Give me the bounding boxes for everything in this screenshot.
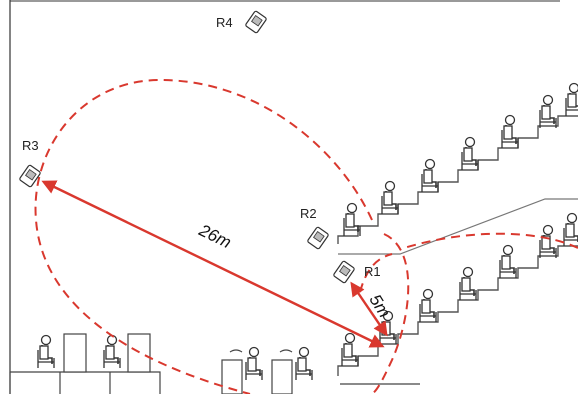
receiver-r3-label: R3 bbox=[22, 138, 39, 153]
receiver-r1-icon bbox=[332, 260, 356, 284]
lower-tier-stairs bbox=[337, 245, 578, 376]
upper-tier-stairs bbox=[337, 115, 578, 244]
receiver-r4-icon bbox=[244, 10, 268, 34]
distance-arrow-5m bbox=[350, 281, 388, 337]
upper-tier-audience bbox=[343, 82, 578, 237]
r3-coverage-range bbox=[34, 78, 373, 394]
r1-coverage-range bbox=[371, 233, 410, 394]
lower-tier-range bbox=[403, 232, 578, 249]
receiver-r2-icon bbox=[306, 226, 330, 250]
receiver-r1-label: R1 bbox=[364, 264, 381, 279]
stage-desk-left bbox=[9, 371, 161, 394]
distance-label-26m: 26m bbox=[195, 220, 234, 252]
distance-arrow-26m bbox=[41, 180, 385, 348]
desk-panels-center bbox=[221, 349, 293, 394]
coverage-ranges bbox=[34, 78, 578, 394]
receiver-r4-label: R4 bbox=[216, 15, 233, 30]
receiver-r2-label: R2 bbox=[300, 206, 317, 221]
